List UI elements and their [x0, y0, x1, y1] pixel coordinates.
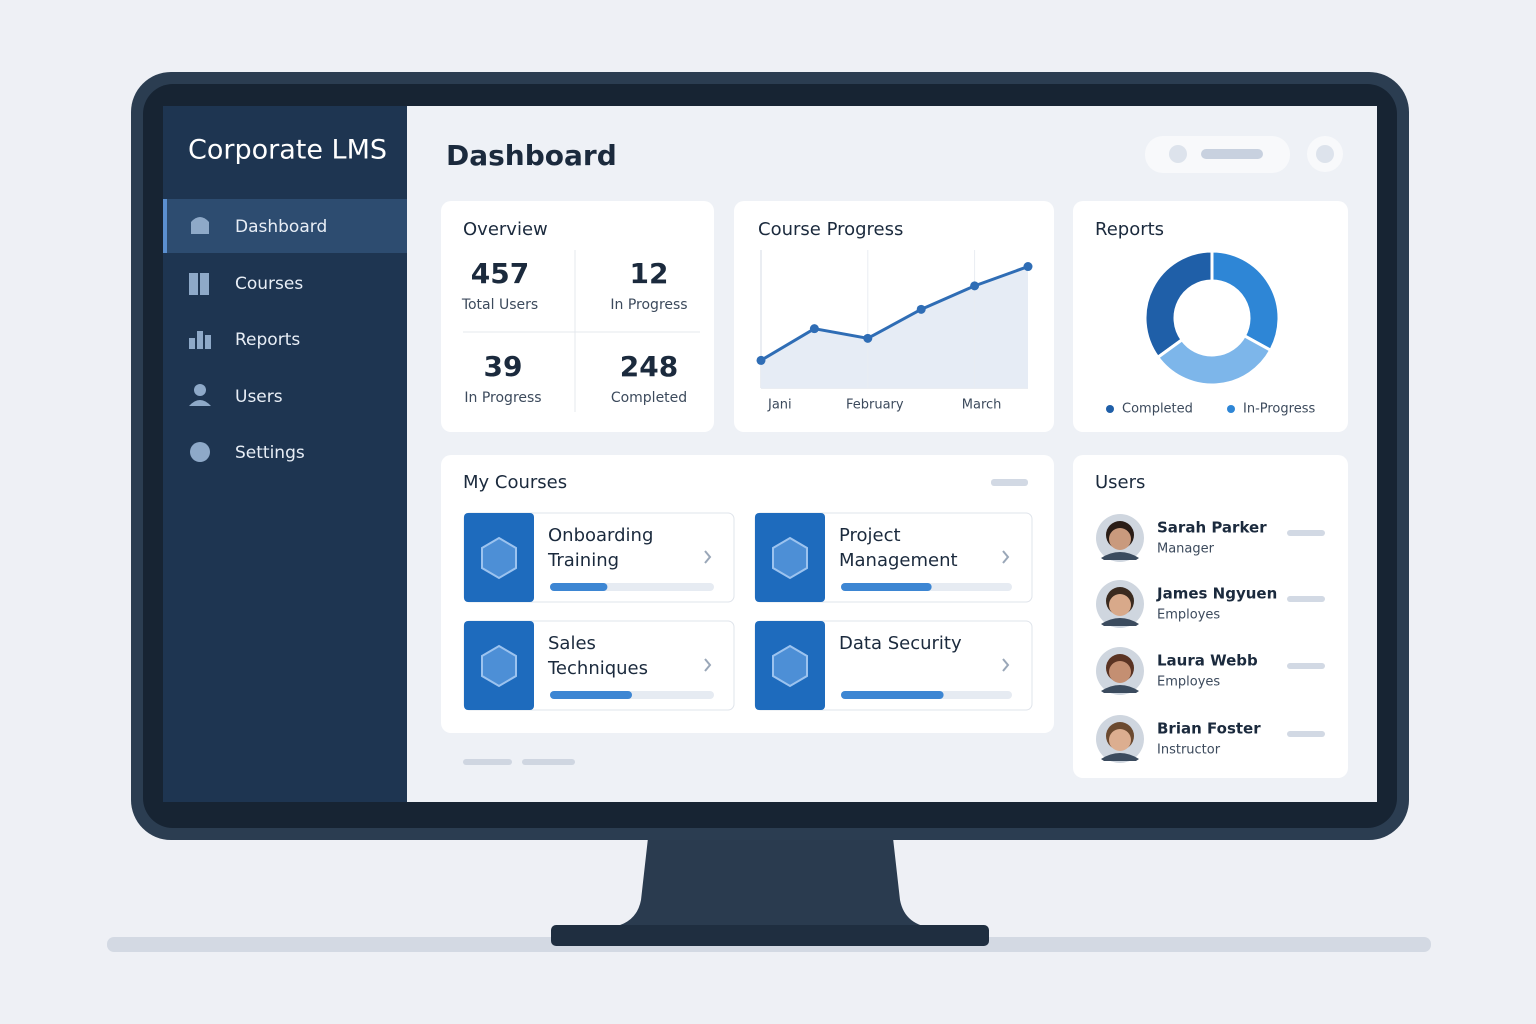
- card-title: Overview: [463, 219, 548, 240]
- line: [760, 265, 1029, 362]
- user-role: Employes: [1157, 675, 1220, 690]
- stat-value: 39: [484, 350, 523, 383]
- course-icon: [481, 644, 517, 688]
- avatar-face: [1109, 661, 1131, 683]
- point: [863, 333, 873, 343]
- overview-card: [441, 201, 714, 432]
- point: [1023, 262, 1033, 272]
- brand: Corporate LMS: [188, 135, 387, 166]
- x-tick-label: February: [846, 398, 904, 413]
- chevron[interactable]: [1002, 550, 1010, 564]
- course-name: Data Security: [839, 633, 962, 654]
- user-role: Manager: [1157, 542, 1215, 557]
- course-name: Project: [839, 525, 901, 546]
- progress-bar: [550, 691, 632, 699]
- nav-item[interactable]: Settings: [235, 443, 305, 463]
- nav-item[interactable]: Users: [235, 387, 283, 407]
- stat-value: 12: [630, 257, 669, 290]
- user-name: Brian Foster: [1157, 720, 1261, 738]
- nav-item[interactable]: Reports: [235, 330, 300, 350]
- stat-value: 457: [471, 257, 529, 290]
- nav-item[interactable]: Dashboard: [235, 217, 327, 237]
- course-name: Management: [839, 550, 958, 571]
- profile-icon: [1316, 145, 1334, 163]
- chevron[interactable]: [704, 550, 712, 564]
- more-button[interactable]: [991, 479, 1028, 486]
- stat-label: In Progress: [464, 390, 541, 406]
- x-tick-label: March: [962, 398, 1002, 413]
- legend-swatch: [1106, 405, 1114, 413]
- nav-accent: [163, 199, 167, 253]
- course-name: Onboarding: [548, 525, 653, 546]
- reports-card: [1073, 201, 1348, 432]
- avatar-face: [1109, 528, 1131, 550]
- point: [756, 355, 766, 365]
- point: [970, 281, 980, 291]
- card-title: Users: [1095, 472, 1145, 493]
- legend-label: In-Progress: [1243, 402, 1315, 417]
- user-action[interactable]: [1287, 596, 1325, 602]
- user-action[interactable]: [1287, 530, 1325, 536]
- x-tick-label: Jani: [767, 398, 792, 413]
- avatar-face: [1109, 594, 1131, 616]
- stand: [605, 838, 935, 928]
- user-role: Instructor: [1157, 743, 1221, 758]
- user-name: Sarah Parker: [1157, 519, 1267, 537]
- point: [809, 324, 819, 334]
- pie-slice: [1143, 249, 1214, 360]
- stat-label: Total Users: [461, 297, 538, 313]
- course-name: Training: [547, 550, 619, 571]
- stat-label: Completed: [611, 390, 687, 406]
- pager[interactable]: [522, 759, 575, 765]
- chevron[interactable]: [1002, 658, 1010, 672]
- card-title: My Courses: [463, 472, 567, 493]
- course-icon: [772, 536, 808, 580]
- course-name: Sales: [548, 633, 596, 654]
- progress-bar: [550, 583, 608, 591]
- user-action[interactable]: [1287, 731, 1325, 737]
- user-name: Laura Webb: [1157, 652, 1258, 670]
- pie-slice: [1155, 333, 1273, 387]
- progress-bar: [841, 583, 932, 591]
- legend-label: Completed: [1122, 402, 1193, 417]
- legend-swatch: [1227, 405, 1235, 413]
- user-action[interactable]: [1287, 663, 1325, 669]
- user-name: James Ngyuen: [1156, 585, 1277, 603]
- search-placeholder: [1201, 149, 1263, 159]
- progress-bar: [841, 691, 944, 699]
- card-title: Reports: [1095, 219, 1164, 240]
- nav-item[interactable]: Courses: [235, 274, 303, 294]
- stat-label: In Progress: [610, 297, 687, 313]
- pie-slice: [1210, 249, 1281, 353]
- user-role: Employes: [1157, 608, 1220, 623]
- course-icon: [772, 644, 808, 688]
- stat-value: 248: [620, 350, 678, 383]
- area: [761, 266, 1028, 388]
- point: [916, 304, 926, 314]
- course-icon: [481, 536, 517, 580]
- page-title: Dashboard: [446, 139, 617, 172]
- avatar-face: [1109, 729, 1131, 751]
- card-title: Course Progress: [758, 219, 903, 240]
- stand-base: [551, 925, 989, 946]
- search-icon: [1169, 145, 1187, 163]
- nav-icons: [189, 217, 211, 462]
- chevron[interactable]: [704, 658, 712, 672]
- avatar-body: [1101, 552, 1139, 560]
- pager[interactable]: [463, 759, 512, 765]
- avatar-body: [1101, 618, 1139, 626]
- course-name: Techniques: [547, 658, 648, 679]
- avatar-body: [1101, 685, 1139, 693]
- avatar-body: [1101, 753, 1139, 761]
